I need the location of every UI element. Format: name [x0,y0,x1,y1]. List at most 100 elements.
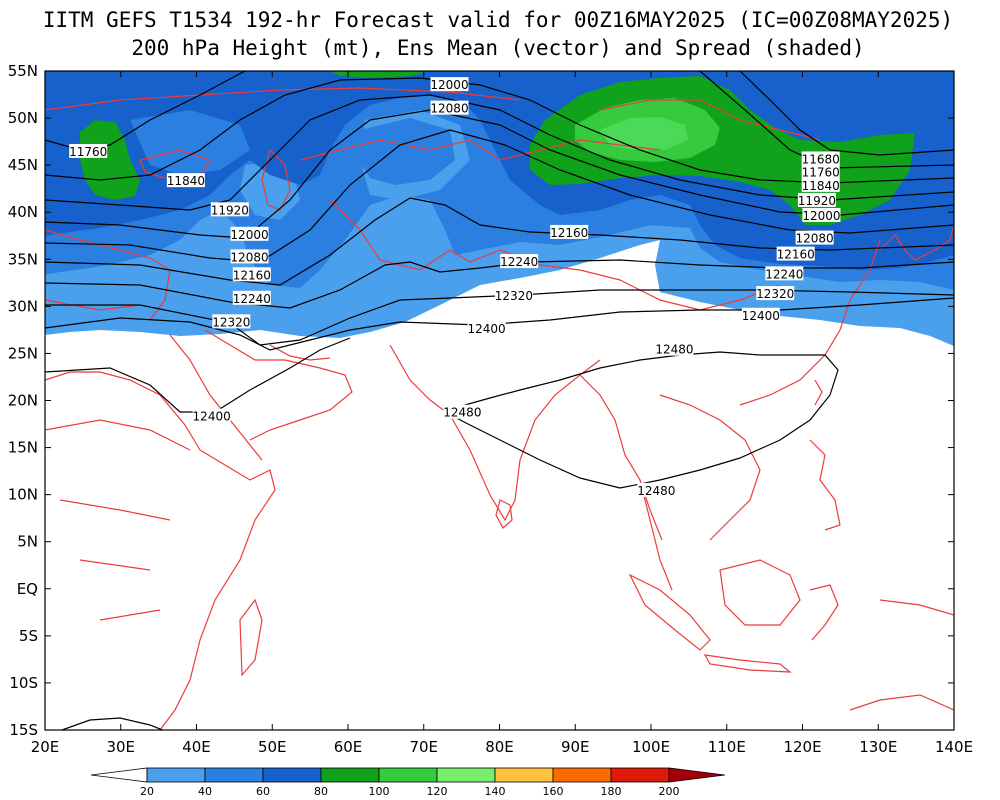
lat-label: 50N [8,109,38,127]
latitude-axis: 55N 50N 45N 40N 35N 30N 25N 20N 15N 10N 5N EQ 5S 10S 1… [8,62,954,739]
colorbar-label: 160 [543,785,564,798]
contour-label-bg [467,320,506,335]
sri-lanka [495,499,513,529]
bay-of-bengal-coast [579,374,663,541]
colorbar-swatch [146,767,206,783]
lat-label: 35N [8,250,38,268]
contour-label-bg [494,288,533,303]
contour-label-text: 12320 [495,289,533,303]
colorbar-label: 80 [314,785,328,798]
lon-label: 40E [182,738,211,756]
contour-label-bg [801,151,840,166]
country-borders-central-asia [299,139,661,161]
lon-label: 140E [935,738,973,756]
contour-label-bg [230,249,269,264]
contour-label: 12400 [741,307,780,323]
colorbar-swatch [494,767,554,783]
lat-label: 45N [8,156,38,174]
lon-label: 100E [632,738,670,756]
contour-label: 12080 [795,230,834,246]
contour-label-text: 12000 [230,228,268,242]
contour-label-bg [443,404,482,419]
colorbar-label: 180 [601,785,622,798]
contour-label: 12240 [765,266,803,281]
contour-label-bg [232,267,271,282]
contour-label-bg [430,77,469,92]
contour-label-bg [232,290,271,305]
contour-label: 11920 [211,202,249,217]
lon-label: 50E [258,738,287,756]
contour-label-text: 12320 [212,315,250,329]
lat-label: EQ [17,580,38,598]
contour-label-bg [550,224,589,239]
contour-label-text: 11920 [211,203,249,217]
contour-label-text: 12240 [500,255,538,269]
contour-label: 12160 [550,224,589,240]
philippines [809,439,841,531]
lat-label: 25N [8,344,38,362]
india-coastline [389,344,601,522]
contour-label: 12240 [500,254,538,269]
lon-label: 80E [485,738,514,756]
contour-label-bg [776,246,815,261]
contour-label: 12320 [495,288,533,303]
colorbar-label: 60 [256,785,270,798]
malay-peninsula [639,479,673,591]
contour-label-text: 12240 [233,292,271,306]
contour-label-text: 12400 [193,410,231,424]
contour-label: 12000 [802,207,841,223]
contour-label-text: 11680 [802,152,840,166]
colorbar-swatch [204,767,264,783]
spread-shade-80-100-north [330,71,430,78]
contour-label-text: 12320 [756,287,794,301]
contour-label: 12480 [443,404,482,420]
contour-label: 12160 [776,246,815,262]
contour-12480 [443,351,839,489]
contour-label-bg [802,207,841,222]
contour-label-text: 12080 [230,250,268,264]
contour-label: 12000 [430,77,469,92]
colorbar-swatch [610,767,670,783]
contour-label-text: 11920 [798,194,836,208]
contour-label: 12480 [637,482,676,498]
colorbar-swatch [320,767,380,783]
africa-arabia-coastline [45,371,276,730]
contour-label: 11840 [802,177,840,193]
korea-japan [879,224,954,261]
taiwan [814,379,823,406]
contour-label-text: 12160 [777,248,815,262]
persian-gulf-coast [269,344,331,361]
lat-label: 15N [8,439,38,457]
longitude-axis: 20E 30E 40E 50E 60E 70E 80E 90E 100E 110E 120E 130E… [31,71,973,756]
contour-label-text: 12240 [765,267,803,281]
contour-label-bg [430,100,469,115]
lat-label: 20N [8,392,38,410]
contour-label: 12080 [430,100,469,116]
contour-label-text: 12400 [468,322,506,336]
contour-label-text: 11840 [802,179,840,193]
lat-label: 40N [8,203,38,221]
colorbar-swatch [378,767,438,783]
contour-label: 12240 [232,290,271,306]
contour-12480-southern [61,717,165,730]
lon-label: 90E [561,738,590,756]
contour-label-bg [741,307,780,322]
contour-label-bg [637,482,676,497]
mediterranean-coast [45,229,171,321]
lat-label: 5S [19,627,38,645]
contour-label: 11760 [802,164,840,180]
contour-label-text: 12080 [430,102,468,116]
contour-label-text: 12480 [443,406,481,420]
contour-label-text: 12000 [802,209,840,223]
contour-label-text: 12480 [637,484,675,498]
sulawesi [809,584,839,641]
contour-label-text: 11760 [69,145,107,159]
country-borders-russia-north [45,87,521,111]
country-borders-mongolia [599,99,821,141]
contour-11760-east [699,71,954,169]
caspian-sea [261,148,291,211]
lat-label: 30N [8,297,38,315]
colorbar-label: 100 [369,785,390,798]
contour-label-bg [795,230,834,245]
